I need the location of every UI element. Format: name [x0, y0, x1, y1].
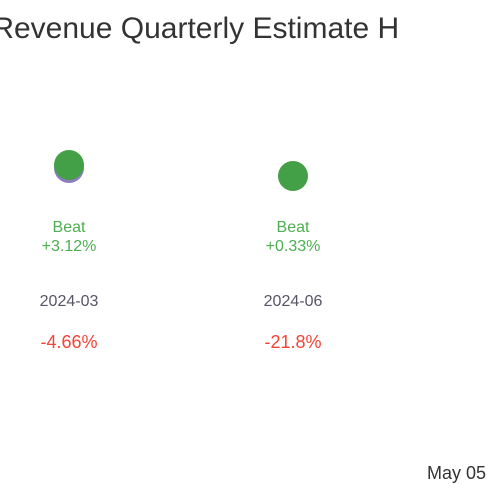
- growth-label: -4.66%: [40, 332, 97, 352]
- surprise-label: +0.33%: [266, 238, 321, 255]
- period-label: 2024-03: [40, 293, 99, 310]
- footer-date: May 05: [427, 463, 487, 483]
- period-label: 2024-06: [264, 293, 323, 310]
- growth-label: -21.8%: [264, 332, 321, 352]
- actual-marker: [54, 150, 84, 180]
- result-label: Beat: [277, 219, 310, 236]
- result-label: Beat: [53, 219, 86, 236]
- chart-title: ) Revenue Quarterly Estimate H: [0, 12, 400, 45]
- actual-marker: [278, 161, 308, 191]
- surprise-label: +3.12%: [42, 238, 97, 255]
